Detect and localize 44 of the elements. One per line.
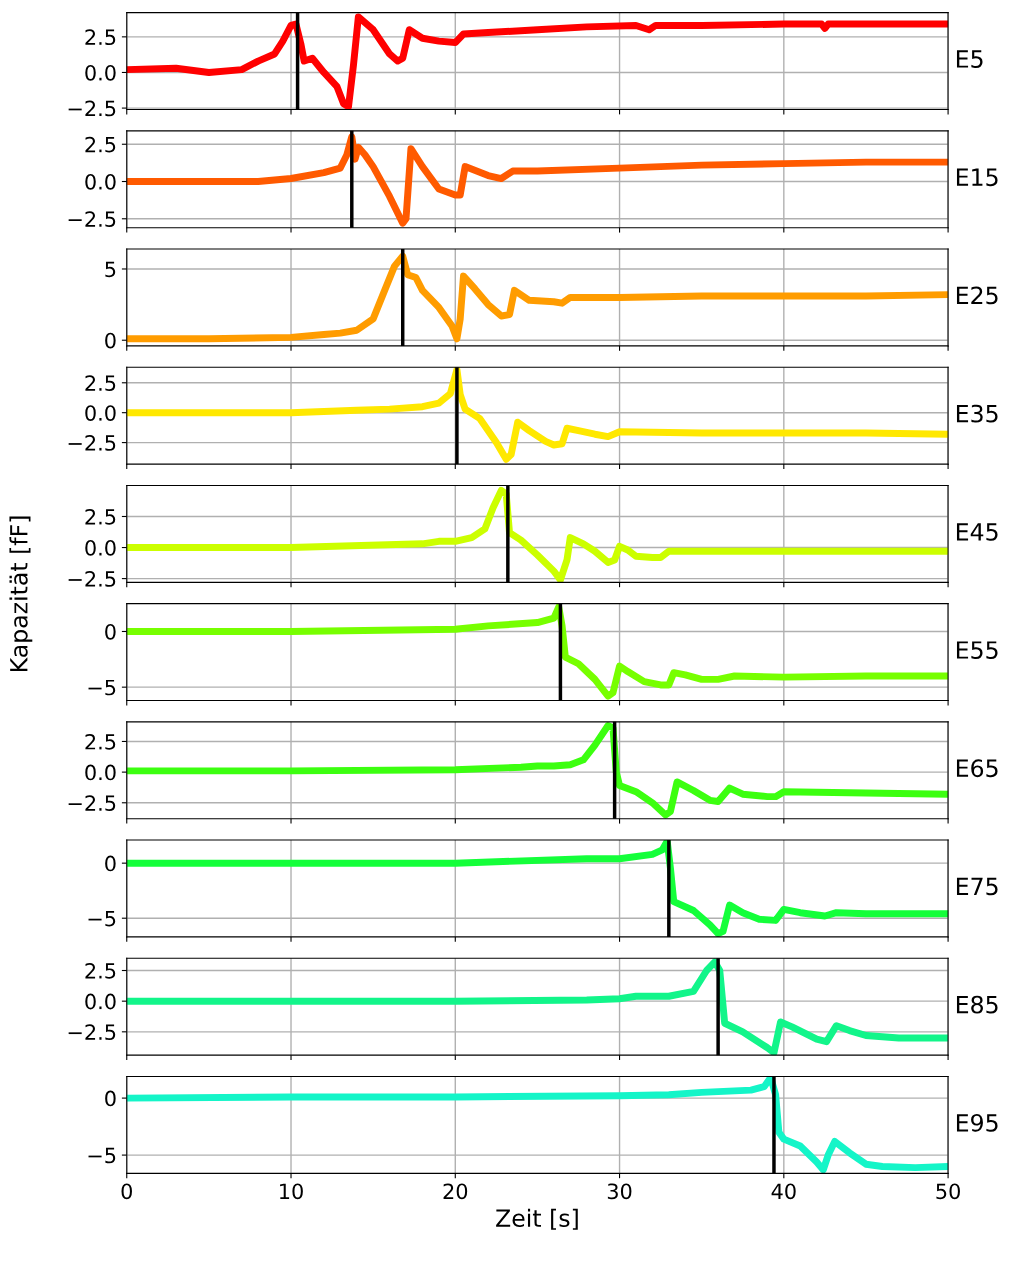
y-tick-label: 0.0 xyxy=(85,173,116,190)
text: E5 xyxy=(956,50,983,68)
x-tick-label: 20 xyxy=(443,1183,468,1200)
text: E85 xyxy=(956,995,998,1014)
y-tick-label: 0.0 xyxy=(85,405,116,421)
y-tick-label: 2.5 xyxy=(85,136,116,153)
y-tick-label: 2.5 xyxy=(85,962,116,979)
y-tick-label: −2.5 xyxy=(68,435,116,451)
text: E75 xyxy=(956,877,998,896)
text: E95 xyxy=(956,1113,998,1132)
y-tick-label: 0.0 xyxy=(85,64,116,81)
text: E35 xyxy=(956,404,998,423)
y-tick-label: 2.5 xyxy=(85,375,116,391)
y-tick-label: −5 xyxy=(88,1147,116,1164)
text: E15 xyxy=(956,168,998,187)
x-tick-label: 30 xyxy=(607,1183,632,1200)
y-axis-title: Kapazität [fF] xyxy=(9,516,33,672)
x-tick-label: 50 xyxy=(936,1183,960,1200)
y-tick-label: 0.0 xyxy=(85,764,116,781)
y-tick-label: 0 xyxy=(105,1090,116,1107)
x-tick-label: 0 xyxy=(121,1183,132,1200)
y-tick-label: 0.0 xyxy=(85,539,116,556)
y-tick-label: 5 xyxy=(105,261,116,278)
y-tick-label: −2.5 xyxy=(68,211,116,227)
y-tick-label: 0 xyxy=(105,855,116,872)
text: E55 xyxy=(956,641,998,659)
x-tick-label: 10 xyxy=(280,1183,303,1200)
y-tick-label: 2.5 xyxy=(85,733,116,750)
y-tick-label: 2.5 xyxy=(85,508,116,525)
y-tick-label: 0 xyxy=(105,332,116,349)
y-tick-label: −2.5 xyxy=(68,571,116,587)
text: E65 xyxy=(956,759,998,778)
text: E25 xyxy=(956,286,998,305)
y-tick-label: −5 xyxy=(88,679,116,696)
x-tick-label: 40 xyxy=(771,1183,796,1200)
y-tick-label: −2.5 xyxy=(68,1024,116,1041)
y-tick-label: −5 xyxy=(88,910,116,927)
y-tick-label: 2.5 xyxy=(85,29,116,46)
y-tick-label: −2.5 xyxy=(68,795,116,811)
text: E45 xyxy=(956,523,998,541)
y-tick-label: 0.0 xyxy=(85,993,116,1010)
x-axis-title: Zeit [s] xyxy=(496,1208,578,1230)
y-tick-label: 0 xyxy=(105,623,116,640)
y-tick-label: −2.5 xyxy=(68,100,116,117)
